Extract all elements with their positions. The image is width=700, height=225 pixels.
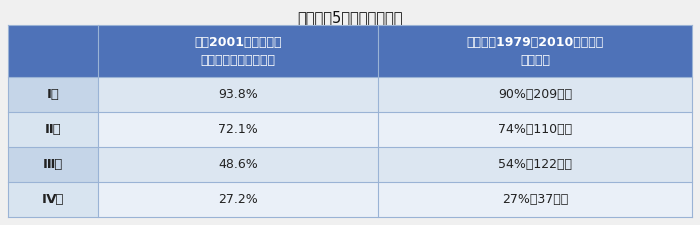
- Text: 進行期別5年生存率の比較: 進行期別5年生存率の比較: [298, 10, 402, 25]
- Bar: [378, 147, 692, 182]
- Bar: [98, 182, 378, 217]
- Text: Ⅰ期: Ⅰ期: [47, 88, 60, 101]
- Bar: [378, 112, 692, 147]
- Text: Ⅳ期: Ⅳ期: [42, 193, 64, 206]
- Text: Ⅲ期: Ⅲ期: [43, 158, 63, 171]
- Text: 74%（110例）: 74%（110例）: [498, 123, 572, 136]
- Bar: [98, 112, 378, 147]
- Bar: [8, 77, 98, 112]
- Text: 27%（37例）: 27%（37例）: [502, 193, 568, 206]
- Text: 93.8%: 93.8%: [218, 88, 258, 101]
- Bar: [98, 25, 378, 77]
- Bar: [8, 112, 98, 147]
- Text: 54%（122例）: 54%（122例）: [498, 158, 572, 171]
- Bar: [378, 182, 692, 217]
- Text: 27.2%: 27.2%: [218, 193, 258, 206]
- Bar: [8, 25, 98, 77]
- Text: 全国2001年の治療例
（日本産婦人科学会）: 全国2001年の治療例 （日本産婦人科学会）: [195, 36, 281, 67]
- Bar: [98, 147, 378, 182]
- Bar: [8, 182, 98, 217]
- Text: Ⅱ期: Ⅱ期: [45, 123, 62, 136]
- Text: 富山大（1979～2010年までの
治療例）: 富山大（1979～2010年までの 治療例）: [466, 36, 603, 67]
- Bar: [98, 77, 378, 112]
- Bar: [378, 25, 692, 77]
- Bar: [378, 77, 692, 112]
- Text: 72.1%: 72.1%: [218, 123, 258, 136]
- Text: 48.6%: 48.6%: [218, 158, 258, 171]
- Bar: [8, 147, 98, 182]
- Text: 90%（209例）: 90%（209例）: [498, 88, 572, 101]
